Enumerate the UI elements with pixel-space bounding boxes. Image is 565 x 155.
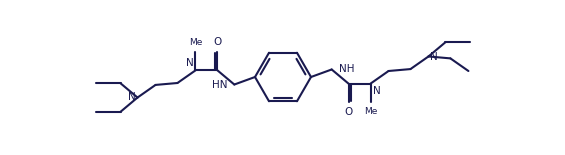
Text: Me: Me — [189, 38, 202, 47]
Text: Me: Me — [364, 107, 377, 116]
Text: N: N — [372, 86, 380, 96]
Text: NH: NH — [338, 64, 354, 74]
Text: O: O — [214, 37, 221, 47]
Text: N: N — [186, 58, 193, 68]
Text: N: N — [431, 52, 438, 62]
Text: HN: HN — [212, 80, 227, 90]
Text: O: O — [345, 107, 353, 117]
Text: N: N — [128, 92, 136, 102]
